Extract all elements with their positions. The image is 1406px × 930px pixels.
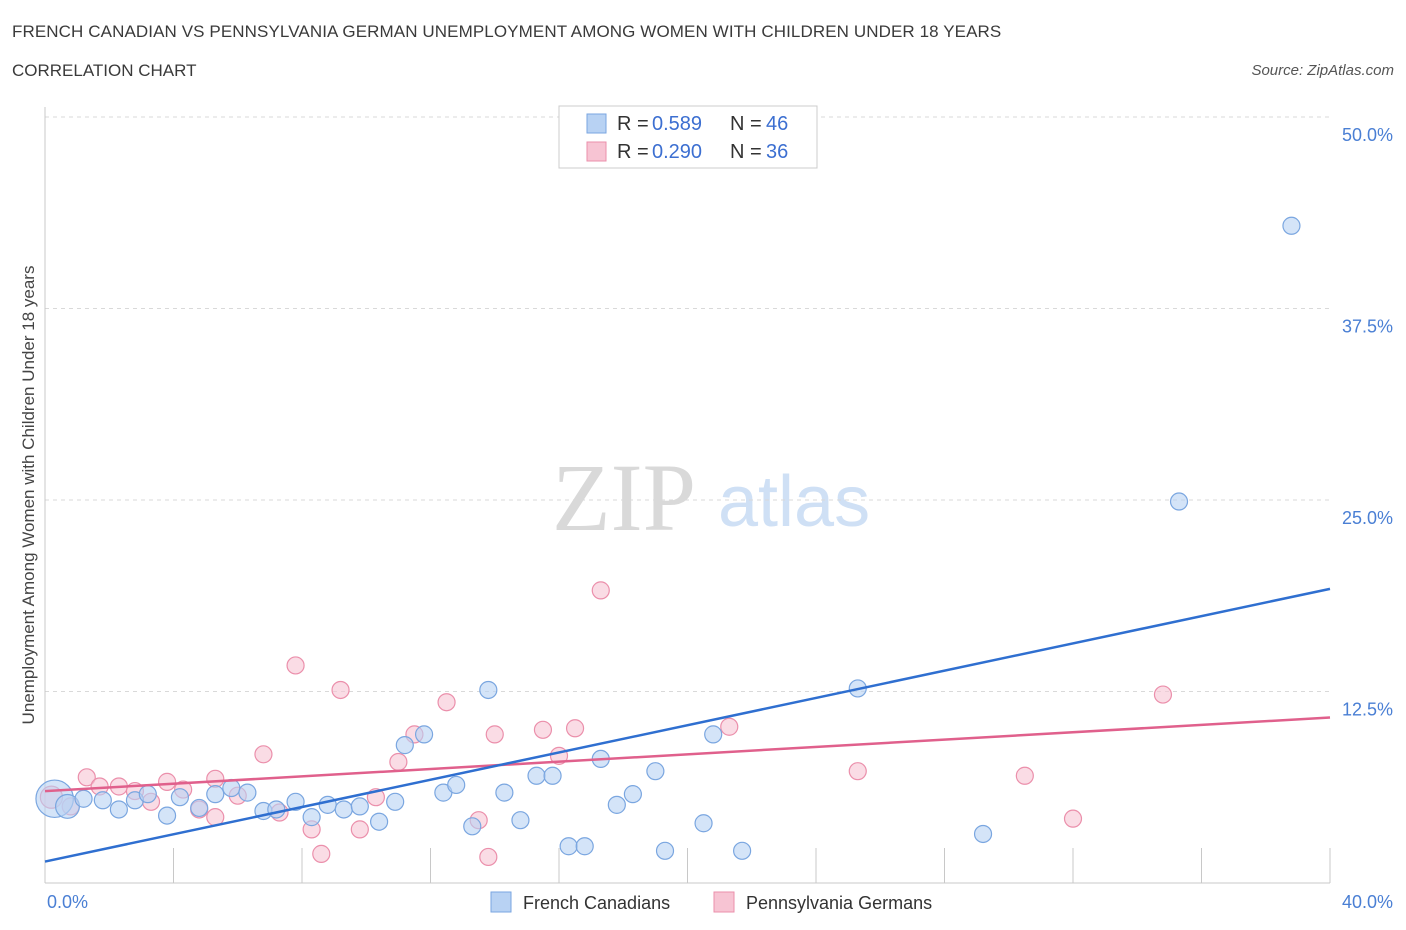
x-axis-ticks <box>173 848 1331 883</box>
data-point-french-canadian <box>704 725 723 744</box>
legend-n-value-pink: 36 <box>766 141 788 163</box>
data-point-french-canadian <box>302 808 321 827</box>
data-point-pennsylvania-german <box>1063 809 1083 828</box>
trend-lines <box>44 587 1331 863</box>
watermark-atlas: atlas <box>718 462 870 542</box>
bottom-legend-label-french-canadians: French Canadians <box>523 893 670 913</box>
x-tick-label-min: 0.0% <box>47 892 88 912</box>
legend-swatch-pink <box>586 141 607 162</box>
data-point-french-canadian <box>93 791 112 810</box>
legend-r-value-pink: 0.290 <box>652 141 702 163</box>
data-point-french-canadian <box>318 795 337 814</box>
series-legend: French Canadians Pennsylvania Germans <box>490 891 932 913</box>
data-point-french-canadian <box>694 814 713 833</box>
trend-line-french-canadians <box>44 587 1331 863</box>
data-point-pennsylvania-german <box>1015 766 1034 785</box>
data-point-french-canadian <box>286 792 305 811</box>
legend-n-label-pink: N = <box>730 141 762 163</box>
data-point-french-canadian <box>190 798 209 818</box>
data-point-french-canadian <box>655 841 675 860</box>
data-point-french-canadian <box>386 792 405 811</box>
data-point-pennsylvania-german <box>533 720 553 739</box>
data-point-french-canadian <box>527 766 546 785</box>
data-point-french-canadian <box>222 778 241 798</box>
legend-n-value-blue: 46 <box>766 113 788 135</box>
chart-title: FRENCH CANADIAN VS PENNSYLVANIA GERMAN U… <box>12 22 1002 41</box>
chart-subtitle: CORRELATION CHART <box>12 61 197 80</box>
bottom-legend-swatch-blue <box>490 891 512 913</box>
data-point-french-canadian <box>447 775 466 795</box>
trend-line-pennsylvania-germans <box>44 716 1331 793</box>
stats-legend: R = 0.589 N = 46 R = 0.290 N = 36 <box>558 105 818 169</box>
y-axis-tick-labels: 12.5% 25.0% 37.5% 50.0% <box>1342 125 1393 720</box>
data-point-french-canadian <box>267 800 286 819</box>
legend-swatch-blue <box>586 113 607 134</box>
data-point-french-canadian <box>395 736 414 755</box>
watermark-zip: ZIP <box>552 444 696 551</box>
data-point-pennsylvania-german <box>157 772 177 791</box>
y-tick-label: 37.5% <box>1342 317 1393 337</box>
y-tick-label: 12.5% <box>1342 700 1393 720</box>
data-point-french-canadian <box>733 841 752 860</box>
data-point-french-canadian <box>1169 492 1189 511</box>
data-point-french-canadian <box>543 766 562 785</box>
data-point-french-canadian <box>646 762 665 781</box>
data-point-french-canadian <box>350 797 369 816</box>
data-point-pennsylvania-german <box>720 717 739 736</box>
data-point-pennsylvania-german <box>485 725 504 744</box>
data-point-french-canadian <box>511 811 530 830</box>
data-point-pennsylvania-german <box>479 847 498 867</box>
legend-r-label-pink: R = <box>617 141 649 163</box>
data-point-french-canadian <box>575 837 594 856</box>
data-point-french-canadian <box>463 817 482 836</box>
data-point-french-canadian <box>559 837 578 856</box>
data-point-pennsylvania-german <box>312 844 331 863</box>
data-point-french-canadian <box>334 800 353 819</box>
data-point-french-canadian <box>479 680 498 700</box>
source-note: Source: ZipAtlas.com <box>1251 62 1394 79</box>
data-point-pennsylvania-german <box>77 768 96 787</box>
data-point-french-canadian <box>495 783 514 802</box>
data-point-french-canadian <box>109 800 128 819</box>
data-point-french-canadian <box>238 783 257 802</box>
data-point-french-canadian <box>414 725 434 744</box>
gridlines <box>45 116 1330 692</box>
data-point-french-canadian <box>1282 216 1301 235</box>
data-point-french-canadian <box>623 785 642 804</box>
data-point-french-canadian <box>74 789 93 808</box>
data-point-pennsylvania-german <box>206 769 225 788</box>
data-point-pennsylvania-german <box>565 719 585 738</box>
data-point-french-canadian <box>607 795 626 814</box>
y-tick-label: 25.0% <box>1342 508 1393 528</box>
legend-r-label-blue: R = <box>617 113 649 135</box>
data-point-french-canadian <box>138 785 157 804</box>
data-point-pennsylvania-german <box>848 762 867 781</box>
data-point-pennsylvania-german <box>437 693 456 712</box>
data-point-french-canadian <box>157 806 177 825</box>
legend-r-value-blue: 0.589 <box>652 113 702 135</box>
data-point-french-canadian <box>206 785 225 804</box>
data-point-french-canadian <box>973 824 993 844</box>
bottom-legend-swatch-pink <box>713 891 735 913</box>
data-point-pennsylvania-german <box>254 745 273 764</box>
data-point-pennsylvania-german <box>1153 685 1173 704</box>
y-tick-label: 50.0% <box>1342 125 1393 145</box>
data-point-french-canadian <box>370 812 389 831</box>
data-point-pennsylvania-german <box>350 820 369 839</box>
x-tick-label-max: 40.0% <box>1342 892 1393 912</box>
data-point-pennsylvania-german <box>286 656 305 675</box>
y-axis-label: Unemployment Among Women with Children U… <box>19 266 38 725</box>
data-point-pennsylvania-german <box>331 680 350 700</box>
bottom-legend-label-pennsylvania-germans: Pennsylvania Germans <box>746 893 932 913</box>
data-point-french-canadian <box>170 788 190 807</box>
series-pennsylvania-germans-points <box>39 581 1173 867</box>
legend-n-label-blue: N = <box>730 113 762 135</box>
x-axis-tick-labels: 0.0% 40.0% <box>47 892 1393 912</box>
data-point-pennsylvania-german <box>591 581 610 600</box>
data-point-pennsylvania-german <box>389 752 408 772</box>
series-french-canadians-points <box>35 216 1301 860</box>
